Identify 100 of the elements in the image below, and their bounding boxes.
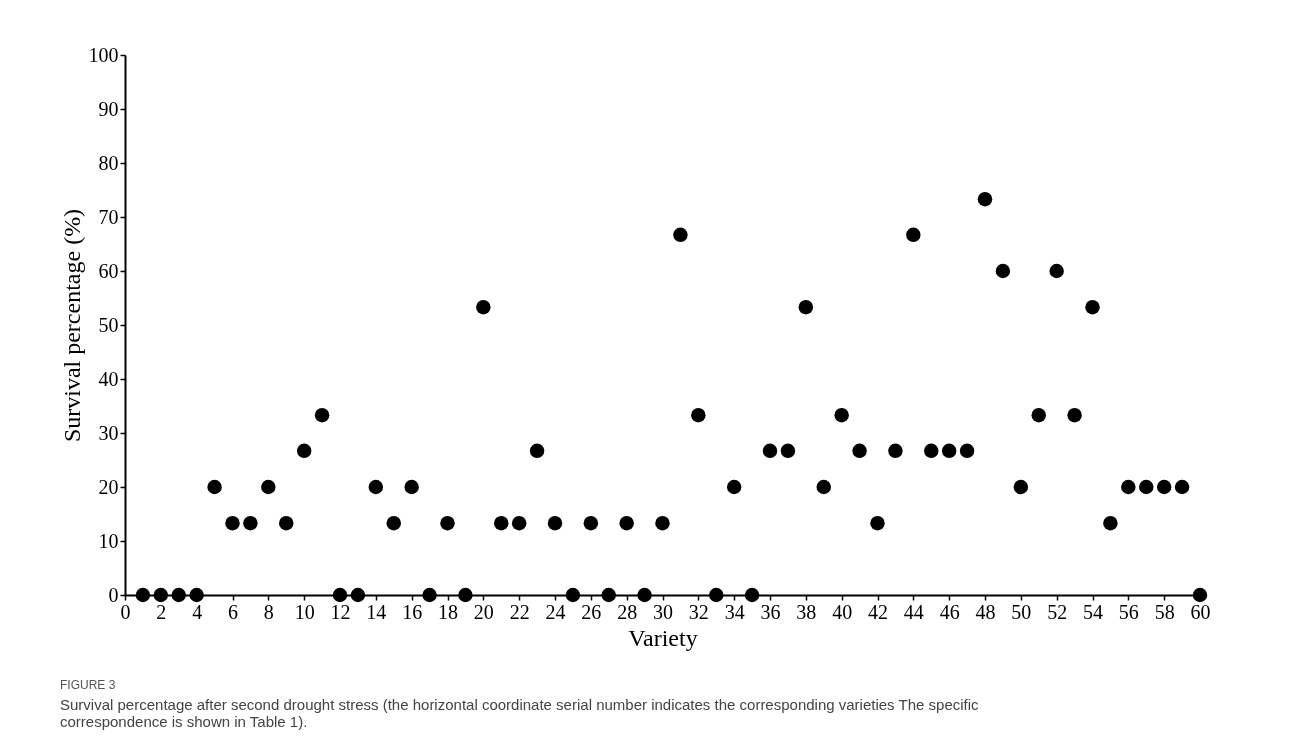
y-tick-label: 0 (108, 583, 119, 606)
x-tick-label: 50 (1011, 600, 1032, 623)
point (1103, 515, 1118, 531)
point (279, 515, 294, 531)
point (1156, 479, 1172, 495)
point (583, 515, 599, 531)
x-tick-label: 48 (975, 600, 996, 623)
x-tick-label: 12 (330, 600, 351, 623)
point (547, 515, 563, 531)
x-tick-label: 34 (724, 600, 745, 623)
x-tick-label: 14 (366, 600, 387, 623)
x-tick-label: 16 (402, 600, 423, 623)
x-tick-label: 10 (294, 600, 315, 623)
point (995, 263, 1011, 279)
text: Survival percentage after second drought stress (the horizontal coordinate serial number indicates the corresponding varieties The specific correspondence is shown in Table 1). (60, 696, 980, 730)
point (1192, 587, 1208, 603)
y-tick-label: 80 (98, 151, 119, 174)
point (1085, 299, 1100, 315)
point (1031, 407, 1046, 423)
x-tick-label: 6 (228, 600, 238, 623)
point (744, 587, 760, 603)
point (637, 587, 652, 603)
point (225, 515, 240, 531)
point (511, 515, 527, 531)
x-tick-label: 42 (868, 600, 888, 623)
x-axis-title: Variety (628, 624, 698, 651)
point (906, 227, 921, 243)
x-tick-label: 28 (617, 600, 638, 623)
point (153, 587, 169, 603)
y-tick-label: 70 (98, 205, 119, 228)
point (135, 587, 151, 603)
x-tick-label: 60 (1190, 600, 1211, 623)
x-tick-label: 20 (473, 600, 494, 623)
caption: FIGURE 3 (60, 678, 116, 692)
point (476, 299, 491, 315)
point (816, 479, 831, 495)
x-tick-label: 22 (509, 600, 530, 623)
point (440, 515, 455, 531)
x-tick-label: 8 (263, 600, 274, 623)
point (386, 515, 401, 531)
y-tick-label: 30 (98, 421, 119, 444)
x-tick-label: 38 (796, 600, 817, 623)
point (422, 587, 437, 603)
y-tick-label: 50 (98, 313, 119, 336)
x-tick-label: 2 (156, 600, 167, 623)
x-tick-label: 18 (438, 600, 458, 623)
point (1067, 407, 1082, 423)
point (314, 407, 330, 423)
point (709, 587, 724, 603)
point (941, 443, 957, 459)
point (1139, 479, 1154, 495)
point (332, 587, 348, 603)
y-tick-label: 90 (98, 97, 119, 120)
x-tick-label: 44 (903, 600, 924, 623)
point (834, 407, 849, 423)
point (619, 515, 634, 531)
point (691, 407, 706, 423)
point (977, 191, 993, 207)
point (243, 515, 258, 531)
point (189, 587, 204, 603)
point (959, 443, 975, 459)
x-tick-label: 56 (1118, 600, 1139, 623)
y-tick-label: 10 (98, 529, 119, 552)
x-tick-label: 32 (688, 600, 709, 623)
point (1013, 479, 1029, 495)
y-tick-label: 60 (98, 259, 119, 282)
point (529, 443, 545, 459)
x-tick-label: 4 (192, 600, 203, 623)
point (726, 479, 742, 495)
point (1174, 479, 1190, 495)
y-tick-label: 40 (98, 367, 119, 390)
x-tick-label: 46 (939, 600, 960, 623)
x-tick-label: 52 (1047, 600, 1068, 623)
x-tick-label: 40 (832, 600, 853, 623)
y-axis-title: Survival percentage (%) (58, 208, 85, 443)
point (888, 443, 903, 459)
point (207, 479, 222, 495)
point (852, 443, 867, 459)
point (565, 587, 581, 603)
point (368, 479, 384, 495)
point (762, 443, 778, 459)
x-tick-label: 36 (760, 600, 781, 623)
point (601, 587, 616, 603)
point (494, 515, 509, 531)
point (924, 443, 939, 459)
point (261, 479, 276, 495)
x-tick-label: 54 (1083, 600, 1103, 623)
point (296, 443, 312, 459)
point (1121, 479, 1136, 495)
point (458, 587, 473, 603)
x-tick-label: 30 (653, 600, 673, 623)
x-tick-label: 26 (581, 600, 602, 623)
point (655, 515, 670, 531)
x-tick-label: 24 (545, 600, 566, 623)
point (870, 515, 885, 531)
point (798, 299, 814, 315)
point (1049, 263, 1064, 279)
point (350, 587, 366, 603)
point (171, 587, 186, 603)
point (780, 443, 796, 459)
